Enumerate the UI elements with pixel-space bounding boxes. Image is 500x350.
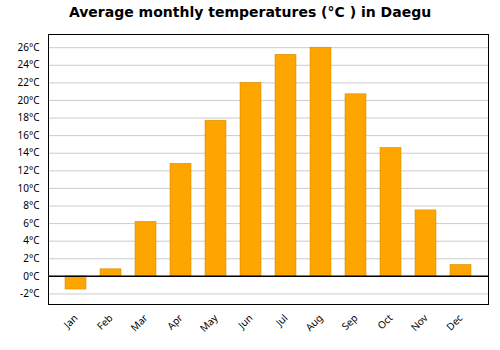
svg-text:Jul: Jul — [272, 311, 291, 330]
svg-text:Sep: Sep — [338, 311, 360, 333]
svg-text:12°C: 12°C — [17, 163, 40, 177]
svg-text:4°C: 4°C — [23, 233, 40, 247]
html-text:Average monthly temperatures (: Average monthly temperatures (°C ) in Da… — [68, 4, 432, 20]
svg-text:Jan: Jan — [60, 311, 81, 332]
svg-text:22°C: 22°C — [17, 75, 40, 89]
svg-text:Oct: Oct — [374, 311, 396, 333]
svg-text:Aug: Aug — [302, 311, 325, 334]
svg-text:26°C: 26°C — [17, 40, 40, 54]
svg-text:Feb: Feb — [93, 311, 115, 333]
svg-text:0°C: 0°C — [23, 269, 40, 283]
svg-text:24°C: 24°C — [17, 57, 40, 71]
svg-text:Apr: Apr — [164, 311, 186, 333]
svg-text:2°C: 2°C — [23, 251, 40, 265]
svg-text:18°C: 18°C — [17, 110, 40, 124]
svg-text:Nov: Nov — [407, 310, 431, 334]
svg-text:Dec: Dec — [443, 311, 466, 334]
svg-text:6°C: 6°C — [23, 216, 40, 230]
svg-text:May: May — [196, 310, 221, 335]
svg-text:14°C: 14°C — [17, 145, 40, 159]
svg-text:10°C: 10°C — [17, 181, 40, 195]
svg-text:Mar: Mar — [127, 311, 150, 334]
svg-text:Jun: Jun — [234, 311, 255, 332]
svg-text:20°C: 20°C — [17, 93, 40, 107]
svg-text:8°C: 8°C — [23, 198, 40, 212]
svg-text:-2°C: -2°C — [20, 286, 40, 300]
svg-text:16°C: 16°C — [17, 128, 40, 142]
